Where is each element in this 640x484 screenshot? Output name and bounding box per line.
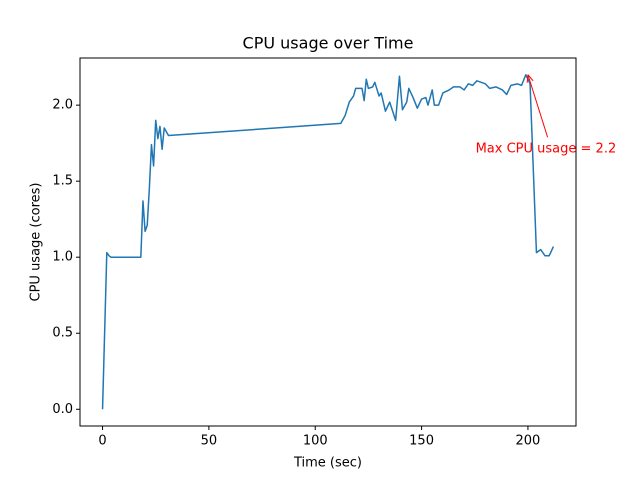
x-tick-label: 150 <box>409 434 434 449</box>
x-tick-label: 50 <box>201 434 218 449</box>
y-tick-label: 0.5 <box>52 326 73 341</box>
annotation-arrow <box>527 74 549 138</box>
x-axis-label: Time (sec) <box>293 456 362 471</box>
y-axis-label: CPU usage (cores) <box>29 183 44 302</box>
y-tick-label: 1.0 <box>52 250 73 265</box>
x-tick-label: 100 <box>303 434 328 449</box>
y-tick-label: 2.0 <box>52 98 73 113</box>
y-tick-label: 1.5 <box>52 174 73 189</box>
annotation-arrowhead <box>526 74 534 83</box>
chart-title: CPU usage over Time <box>243 34 414 53</box>
y-tick-label: 0.0 <box>52 402 73 417</box>
annotation-text: Max CPU usage = 2.2 <box>476 142 617 157</box>
x-tick-label: 0 <box>98 434 106 449</box>
data-line <box>101 73 555 410</box>
x-tick-label: 200 <box>516 434 541 449</box>
plot-frame <box>79 57 577 427</box>
